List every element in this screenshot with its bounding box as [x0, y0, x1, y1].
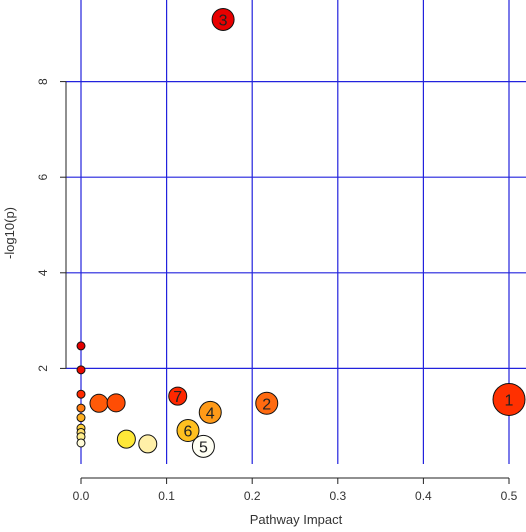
- data-point: [76, 413, 86, 423]
- data-point: [116, 429, 136, 449]
- x-tick-label: 0.2: [244, 489, 261, 503]
- data-point: [255, 391, 279, 415]
- data-point: [168, 386, 188, 406]
- data-point: [138, 434, 158, 454]
- data-point: [176, 419, 200, 443]
- x-tick-label: 0.1: [158, 489, 175, 503]
- data-point: [211, 7, 235, 31]
- x-tick-label: 0.4: [415, 489, 432, 503]
- data-point-label: 4: [206, 405, 215, 422]
- data-point-label: 2: [262, 396, 271, 413]
- y-axis-label: -log10(p): [2, 207, 17, 259]
- data-point: [76, 341, 86, 351]
- y-tick-label: 8: [36, 78, 50, 85]
- data-point: [76, 365, 86, 375]
- data-point-label: 1: [505, 392, 514, 409]
- x-tick-label: 0.0: [73, 489, 90, 503]
- data-point: [76, 438, 86, 448]
- x-axis-label: Pathway Impact: [250, 512, 343, 527]
- data-point-label: 6: [184, 424, 193, 441]
- data-point: [198, 400, 222, 424]
- x-tick-label: 0.5: [501, 489, 518, 503]
- data-point: [89, 393, 109, 413]
- data-point: [76, 389, 86, 399]
- x-tick-label: 0.3: [329, 489, 346, 503]
- data-point: [492, 382, 526, 416]
- data-point: [106, 393, 126, 413]
- data-point: [76, 403, 86, 413]
- data-point-label: 5: [199, 439, 208, 456]
- data-point-label: 3: [219, 12, 228, 29]
- data-point: [191, 434, 215, 458]
- y-tick-label: 2: [36, 365, 50, 372]
- data-point-label: 7: [173, 389, 182, 406]
- data-points: 1 2 3 4 56 7: [76, 7, 526, 458]
- y-tick-label: 6: [36, 174, 50, 181]
- y-tick-label: 4: [36, 269, 50, 276]
- gridlines: [66, 0, 526, 464]
